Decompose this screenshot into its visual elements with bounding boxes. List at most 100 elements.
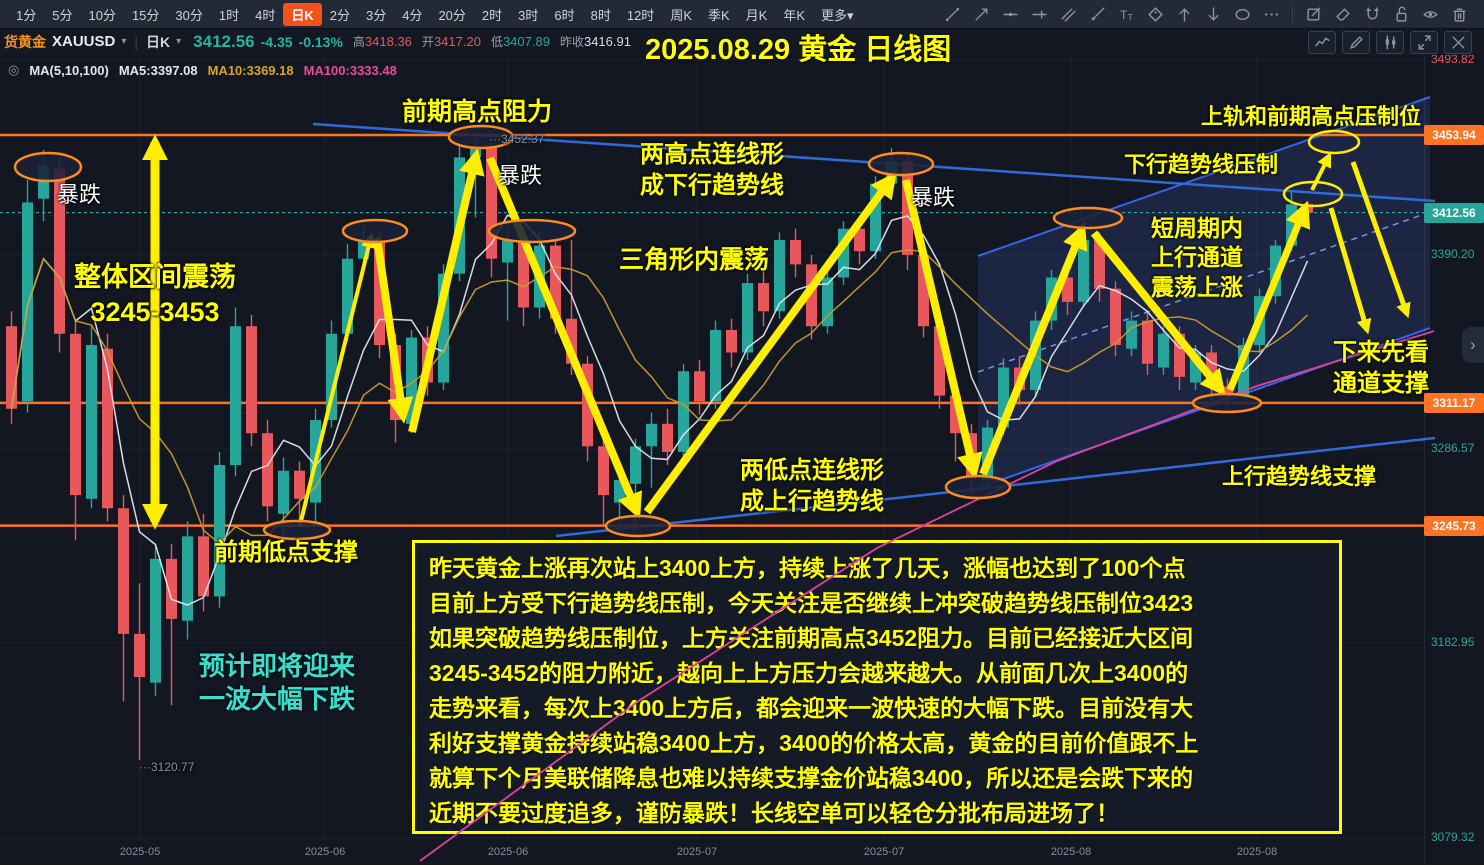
more-tools-icon[interactable] bbox=[1260, 3, 1282, 25]
arrow-up-tool-icon[interactable] bbox=[1173, 3, 1195, 25]
price-label: 3182.95 bbox=[1431, 635, 1475, 649]
prev-close: 昨收3416.91 bbox=[559, 34, 631, 49]
price-tag-icon[interactable] bbox=[1144, 3, 1166, 25]
visibility-icon[interactable] bbox=[1419, 3, 1441, 25]
timeframe-20分[interactable]: 20分 bbox=[438, 7, 466, 23]
timeframe-10分[interactable]: 10分 bbox=[88, 7, 116, 23]
separator: | bbox=[134, 33, 139, 50]
price-tag: 3245.73 bbox=[1424, 516, 1484, 536]
price-change-pct: -0.13% bbox=[298, 33, 343, 50]
timeframe-3分[interactable]: 3分 bbox=[365, 7, 387, 23]
svg-text:T: T bbox=[1127, 11, 1132, 21]
edit-pencil-icon[interactable] bbox=[1342, 31, 1370, 54]
analysis-text-line: 昨天黄金上涨再次站上3400上方，持续上涨了几天，涨幅也达到了100个点 bbox=[429, 555, 1186, 581]
analysis-text-line: 近期不要过度追多，谨防暴跌！长线空单可以轻仓分批布局进场了！ bbox=[429, 800, 1119, 826]
header-buttons bbox=[1308, 31, 1472, 54]
arrow-down-tool-icon[interactable] bbox=[1202, 3, 1224, 25]
price-label: 3079.32 bbox=[1431, 830, 1475, 844]
cross-line-icon[interactable] bbox=[1028, 3, 1050, 25]
price-axis[interactable] bbox=[1424, 55, 1484, 865]
timeframe-5分[interactable]: 5分 bbox=[52, 7, 73, 23]
close-icon[interactable] bbox=[1444, 31, 1472, 54]
symbol-info: 货黄金 XAUUSD ▾ | 日K ▾ 3412.56 -4.35 -0.13%… bbox=[0, 28, 631, 55]
analysis-text-line: 目前上方受下行趋势线压制，今天关注是否继续上冲突破趋势线压制位3423 bbox=[429, 590, 1194, 616]
analysis-box: 昨天黄金上涨再次站上3400上方，持续上涨了几天，涨幅也达到了100个点 目前上方… bbox=[412, 540, 1342, 834]
ray-line-icon[interactable] bbox=[1086, 3, 1108, 25]
timeframe-年K[interactable]: 年K bbox=[783, 7, 805, 23]
timeframe-日K[interactable]: 日K bbox=[283, 2, 322, 26]
timeframe-toolbar: 1分 5分 10分 15分 30分 1时 4时 日K 2分 3分 4分 20分 2时 3时 6时 8时 12时周… bbox=[0, 0, 1484, 29]
analysis-text-line: 利好支撑黄金持续站稳3400上方，3400的价格太高，黄金的目前价值跟不上 bbox=[429, 730, 1199, 756]
price-label: 3286.57 bbox=[1431, 441, 1475, 455]
timeframe-2分[interactable]: 2分 bbox=[329, 7, 350, 23]
timeframe-1时[interactable]: 1时 bbox=[218, 7, 240, 23]
timeframe-4分[interactable]: 4分 bbox=[402, 7, 423, 23]
horizontal-line-icon[interactable] bbox=[999, 3, 1021, 25]
time-label: 2025-06 bbox=[487, 846, 529, 858]
timeframe-2时[interactable]: 2时 bbox=[481, 7, 503, 23]
timeframe-周K[interactable]: 周K bbox=[670, 7, 692, 23]
time-label: 2025-06 bbox=[304, 846, 346, 858]
analysis-text-line: 走势来看，每次上3400上方后，都会迎来一波快速的大幅下跌。目前没有大 bbox=[429, 695, 1194, 721]
timeframe-更多▾[interactable]: 更多▾ bbox=[821, 7, 854, 23]
price-tag: 3412.56 bbox=[1424, 203, 1484, 223]
symbol-prefix: 货黄金 bbox=[4, 33, 46, 50]
day-low: 低3407.89 bbox=[490, 34, 550, 49]
timeframe-4时[interactable]: 4时 bbox=[255, 7, 276, 23]
time-label: 2025-08 bbox=[1050, 846, 1092, 858]
last-price: 3412.56 bbox=[193, 31, 255, 51]
timeframe-1分[interactable]: 1分 bbox=[16, 7, 37, 23]
ma-visibility-icon[interactable]: ◎ bbox=[8, 62, 20, 77]
svg-text:T: T bbox=[1120, 8, 1127, 21]
ellipse-tool-icon[interactable] bbox=[1231, 3, 1253, 25]
price-label: 3493.82 bbox=[1431, 52, 1475, 66]
parallel-channel-icon[interactable] bbox=[1057, 3, 1079, 25]
price-tag: 3311.17 bbox=[1424, 393, 1484, 413]
period-select[interactable]: 日K bbox=[146, 33, 171, 50]
timeframe-8时[interactable]: 8时 bbox=[590, 7, 611, 23]
symbol-caret-icon[interactable]: ▾ bbox=[121, 36, 127, 47]
symbol-name[interactable]: XAUUSD bbox=[52, 33, 116, 50]
timeframe-list: 1分 5分 10分 15分 30分 1时 4时 日K 2分 3分 4分 20分 2时 3时 6时 8时 12时周… bbox=[0, 2, 862, 26]
ma-legend: ◎ MA(5,10,100) MA5:3397.08 MA10:3369.18 … bbox=[8, 62, 397, 78]
price-change: -4.35 bbox=[260, 33, 293, 50]
time-label: 2025-08 bbox=[1236, 846, 1278, 858]
symbol-bar: 货黄金 XAUUSD ▾ | 日K ▾ 3412.56 -4.35 -0.13%… bbox=[0, 28, 1484, 66]
arrow-line-icon[interactable] bbox=[970, 3, 992, 25]
trend-line-icon[interactable] bbox=[941, 3, 963, 25]
ma-params: MA(5,10,100) bbox=[29, 62, 109, 78]
period-caret-icon[interactable]: ▾ bbox=[176, 36, 182, 47]
chart-title: 2025.08.29 黄金 日线图 bbox=[645, 34, 952, 66]
toolbar-divider bbox=[1292, 6, 1293, 22]
note-edit-icon[interactable] bbox=[1303, 3, 1325, 25]
time-label: 2025-07 bbox=[863, 846, 905, 858]
time-label: 2025-07 bbox=[676, 846, 718, 858]
ma10-value: MA10:3369.18 bbox=[207, 62, 294, 78]
timeframe-30分[interactable]: 30分 bbox=[175, 7, 203, 23]
timeframe-6时[interactable]: 6时 bbox=[554, 7, 575, 23]
ma5-value: MA5:3397.08 bbox=[118, 62, 198, 78]
candlestick-icon[interactable] bbox=[1376, 31, 1404, 54]
lock-open-icon[interactable] bbox=[1390, 3, 1412, 25]
analysis-text-line: 就算下个月美联储降息也难以持续支撑金价站稳3400，所以还是会跌下来的 bbox=[429, 765, 1194, 791]
day-open: 开3417.20 bbox=[421, 34, 481, 49]
trash-icon[interactable] bbox=[1448, 3, 1470, 25]
collapse-icon[interactable] bbox=[1410, 31, 1438, 54]
time-label: 2025-05 bbox=[119, 846, 161, 858]
timeframe-15分[interactable]: 15分 bbox=[131, 7, 160, 23]
eraser-icon[interactable] bbox=[1332, 3, 1354, 25]
timeframe-12时[interactable]: 12时 bbox=[626, 7, 655, 23]
timeframe-3时[interactable]: 3时 bbox=[518, 7, 539, 23]
timeframe-月K[interactable]: 月K bbox=[745, 7, 768, 23]
magnet-icon[interactable] bbox=[1361, 3, 1383, 25]
line-chart-icon[interactable] bbox=[1308, 31, 1336, 54]
price-tag: 3453.94 bbox=[1424, 125, 1484, 145]
timeframe-季K[interactable]: 季K bbox=[707, 7, 730, 23]
analysis-text-line: 如果突破趋势线压制位，上方关注前期高点3452阻力。目前已经接近大区间 bbox=[429, 625, 1194, 651]
panel-expand-chevron[interactable]: › bbox=[1462, 327, 1484, 363]
analysis-text-line: 3245-3452的阻力附近，越向上上方压力会越来越大。从前面几次上3400的 bbox=[429, 660, 1189, 686]
ma100-value: MA100:3333.48 bbox=[303, 62, 397, 78]
